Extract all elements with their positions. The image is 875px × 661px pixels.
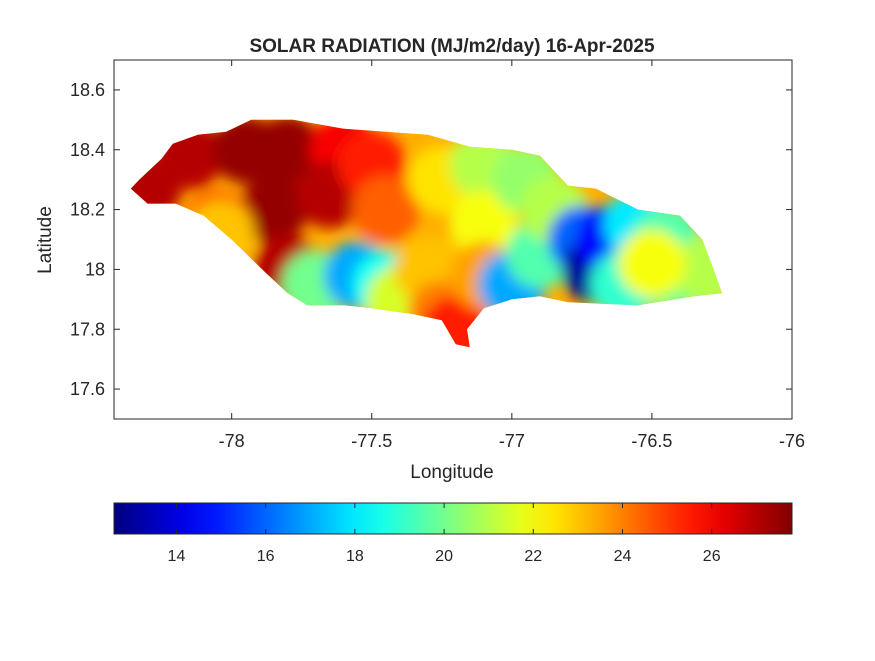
y-tick-label: 17.8 [70,319,105,339]
y-tick-label: 18.6 [70,80,105,100]
colorbar-tick-label: 24 [614,548,632,565]
colorbar-ticks: 14 16 18 20 22 24 26 [168,503,721,565]
colorbar-tick-label: 16 [257,548,275,565]
x-tick-label: -78 [219,431,245,451]
y-tick-label: 18.2 [70,200,105,220]
x-tick-label: -77.5 [351,431,392,451]
colorbar-tick-label: 20 [435,548,453,565]
field-blobs [130,119,723,348]
field-sample [239,175,308,244]
y-tick-label: 17.6 [70,379,105,399]
axes-box [113,59,793,420]
colorbar [113,502,793,535]
x-tick-label: -76 [779,431,805,451]
colorbar-tick-label: 18 [346,548,364,565]
colorbar-tick-label: 26 [703,548,721,565]
x-axis-label: Longitude [410,462,493,483]
y-axis-label: Latitude [35,206,56,274]
field-sample [674,235,723,304]
field-sample [253,119,322,184]
field-sample [351,175,420,244]
field-sample [449,190,518,259]
chart-title: SOLAR RADIATION (MJ/m2/day) 16-Apr-2025 [249,36,654,57]
field-sample [617,229,686,298]
x-tick-label: -77 [499,431,525,451]
y-axis: 17.6 17.8 18 18.2 18.4 18.6 [70,80,792,399]
x-axis: -78 -77.5 -77 -76.5 -76 [219,60,805,451]
y-tick-label: 18 [85,259,105,279]
x-tick-label: -76.5 [631,431,672,451]
y-tick-label: 18.4 [70,140,105,160]
colorbar-tick-label: 14 [168,548,186,565]
colorbar-tick-label: 22 [524,548,542,565]
